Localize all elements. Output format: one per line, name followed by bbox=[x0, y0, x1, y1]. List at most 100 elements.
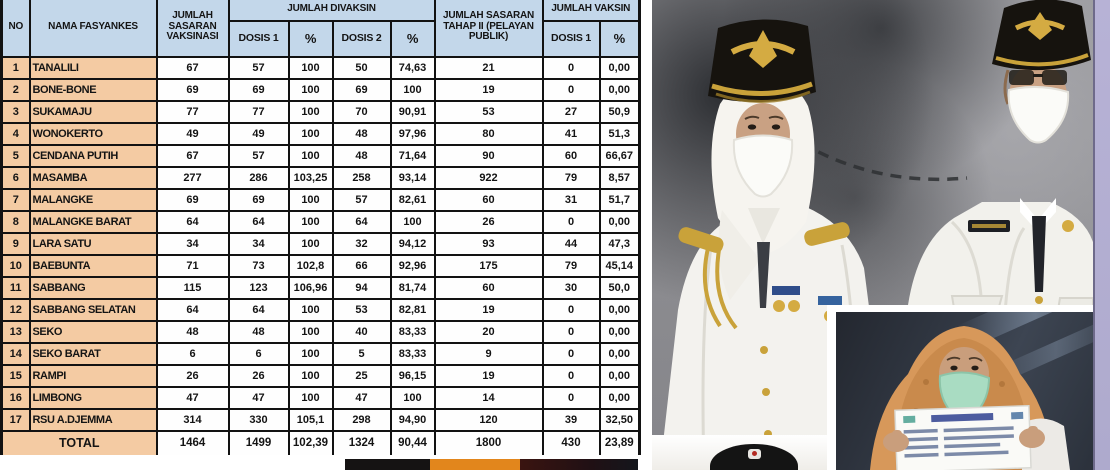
value-cell: 6 bbox=[227, 341, 290, 366]
header-sub-row: DOSIS 1 % DOSIS 2 % DOSIS 1 % bbox=[2, 19, 641, 58]
value-cell: 67 bbox=[155, 143, 230, 168]
value-cell: 48 bbox=[155, 319, 230, 344]
table-header: NO NAMA FASYANKES JUMLAH SASARAN VAKSINA… bbox=[0, 0, 641, 58]
header-dose1: DOSIS 1 bbox=[227, 19, 290, 58]
value-cell: 51,7 bbox=[598, 187, 641, 212]
value-cell: 0 bbox=[541, 341, 601, 366]
value-cell: 60 bbox=[541, 143, 601, 168]
row-number-cell: 7 bbox=[0, 187, 31, 212]
table-row: 6 MASAMBA 277 286 103,25 258 93,14 922 79 8,57 bbox=[0, 165, 641, 190]
total-value-cell: 23,89 bbox=[598, 429, 641, 455]
value-cell: 8,57 bbox=[598, 165, 641, 190]
value-cell: 60 bbox=[433, 187, 544, 212]
cutoff-orange-block bbox=[430, 459, 520, 470]
value-cell: 34 bbox=[155, 231, 230, 256]
value-cell: 100 bbox=[287, 77, 334, 102]
header-vaccinated-group: JUMLAH DIVAKSIN bbox=[227, 0, 436, 22]
value-cell: 77 bbox=[155, 99, 230, 124]
table-row: 11 SABBANG 115 123 106,96 94 81,74 60 30 50,0 bbox=[0, 275, 641, 300]
vaccination-table: NO NAMA FASYANKES JUMLAH SASARAN VAKSINA… bbox=[0, 0, 642, 455]
table-row: 15 RAMPI 26 26 100 25 96,15 19 0 0,00 bbox=[0, 363, 641, 388]
value-cell: 100 bbox=[287, 143, 334, 168]
header-dose1b: DOSIS 1 bbox=[541, 19, 601, 58]
table-row: 8 MALANGKE BARAT 64 64 100 64 100 26 0 0,00 bbox=[0, 209, 641, 234]
value-cell: 0,00 bbox=[598, 55, 641, 80]
value-cell: 115 bbox=[155, 275, 230, 300]
value-cell: 64 bbox=[331, 209, 392, 234]
total-value-cell: 1800 bbox=[433, 429, 544, 455]
value-cell: 49 bbox=[155, 121, 230, 146]
value-cell: 34 bbox=[227, 231, 290, 256]
value-cell: 45,14 bbox=[598, 253, 641, 278]
row-number-cell: 17 bbox=[0, 407, 31, 432]
value-cell: 105,1 bbox=[287, 407, 334, 432]
facility-name-cell: SABBANG bbox=[28, 275, 158, 300]
header-stage2-target: JUMLAH SASARAN TAHAP II (PELAYAN PUBLIK) bbox=[433, 0, 544, 58]
value-cell: 100 bbox=[287, 231, 334, 256]
value-cell: 9 bbox=[433, 341, 544, 366]
facility-name-cell: SABBANG SELATAN bbox=[28, 297, 158, 322]
certificate-card bbox=[894, 404, 1032, 470]
bottom-cutoff-strip bbox=[0, 455, 646, 470]
facility-name-cell: BAEBUNTA bbox=[28, 253, 158, 278]
value-cell: 69 bbox=[155, 77, 230, 102]
value-cell: 0 bbox=[541, 55, 601, 80]
value-cell: 120 bbox=[433, 407, 544, 432]
value-cell: 48 bbox=[331, 143, 392, 168]
header-pct1: % bbox=[287, 19, 334, 58]
facility-name-cell: SEKO bbox=[28, 319, 158, 344]
value-cell: 102,8 bbox=[287, 253, 334, 278]
value-cell: 100 bbox=[287, 363, 334, 388]
table-row: 7 MALANGKE 69 69 100 57 82,61 60 31 51,7 bbox=[0, 187, 641, 212]
row-number-cell: 9 bbox=[0, 231, 31, 256]
bottom-partial-photo bbox=[652, 435, 830, 470]
value-cell: 47 bbox=[331, 385, 392, 410]
value-cell: 81,74 bbox=[389, 275, 436, 300]
value-cell: 49 bbox=[227, 121, 290, 146]
facility-name-cell: MALANGKE bbox=[28, 187, 158, 212]
row-number-cell: 14 bbox=[0, 341, 31, 366]
value-cell: 277 bbox=[155, 165, 230, 190]
row-number-cell: 13 bbox=[0, 319, 31, 344]
row-number-cell: 1 bbox=[0, 55, 31, 80]
value-cell: 66,67 bbox=[598, 143, 641, 168]
value-cell: 0,00 bbox=[598, 77, 641, 102]
value-cell: 6 bbox=[155, 341, 230, 366]
value-cell: 175 bbox=[433, 253, 544, 278]
value-cell: 0 bbox=[541, 77, 601, 102]
value-cell: 31 bbox=[541, 187, 601, 212]
total-value-cell: 1464 bbox=[155, 429, 230, 455]
vaccination-table-wrap: NO NAMA FASYANKES JUMLAH SASARAN VAKSINA… bbox=[0, 0, 642, 455]
table-row: 1 TANALILI 67 57 100 50 74,63 21 0 0,00 bbox=[0, 55, 641, 80]
table-row: 12 SABBANG SELATAN 64 64 100 53 82,81 19 0 0,00 bbox=[0, 297, 641, 322]
value-cell: 14 bbox=[433, 385, 544, 410]
value-cell: 0 bbox=[541, 319, 601, 344]
value-cell: 20 bbox=[433, 319, 544, 344]
garuda-emblem-icon bbox=[749, 30, 777, 68]
value-cell: 53 bbox=[433, 99, 544, 124]
value-cell: 47 bbox=[227, 385, 290, 410]
value-cell: 123 bbox=[227, 275, 290, 300]
value-cell: 100 bbox=[287, 55, 334, 80]
value-cell: 69 bbox=[227, 187, 290, 212]
value-cell: 103,25 bbox=[287, 165, 334, 190]
table-row: 4 WONOKERTO 49 49 100 48 97,96 80 41 51,3 bbox=[0, 121, 641, 146]
table-row: 17 RSU A.DJEMMA 314 330 105,1 298 94,90 120 39 32… bbox=[0, 407, 641, 432]
table-body: 1 TANALILI 67 57 100 50 74,63 21 0 0,00 2 BONE-BONE… bbox=[0, 55, 641, 455]
value-cell: 69 bbox=[155, 187, 230, 212]
hat-gold-braid bbox=[711, 81, 813, 97]
right-lavender-strip bbox=[1093, 0, 1110, 470]
value-cell: 26 bbox=[433, 209, 544, 234]
value-cell: 94,90 bbox=[389, 407, 436, 432]
value-cell: 53 bbox=[331, 297, 392, 322]
table-row: 16 LIMBONG 47 47 100 47 100 14 0 0,00 bbox=[0, 385, 641, 410]
value-cell: 106,96 bbox=[287, 275, 334, 300]
facility-name-cell: LIMBONG bbox=[28, 385, 158, 410]
header-target: JUMLAH SASARAN VAKSINASI bbox=[155, 0, 230, 58]
value-cell: 47 bbox=[155, 385, 230, 410]
value-cell: 100 bbox=[287, 297, 334, 322]
table-row: 9 LARA SATU 34 34 100 32 94,12 93 44 47,3 bbox=[0, 231, 641, 256]
row-number-cell: 6 bbox=[0, 165, 31, 190]
total-value-cell: 430 bbox=[541, 429, 601, 455]
value-cell: 26 bbox=[155, 363, 230, 388]
